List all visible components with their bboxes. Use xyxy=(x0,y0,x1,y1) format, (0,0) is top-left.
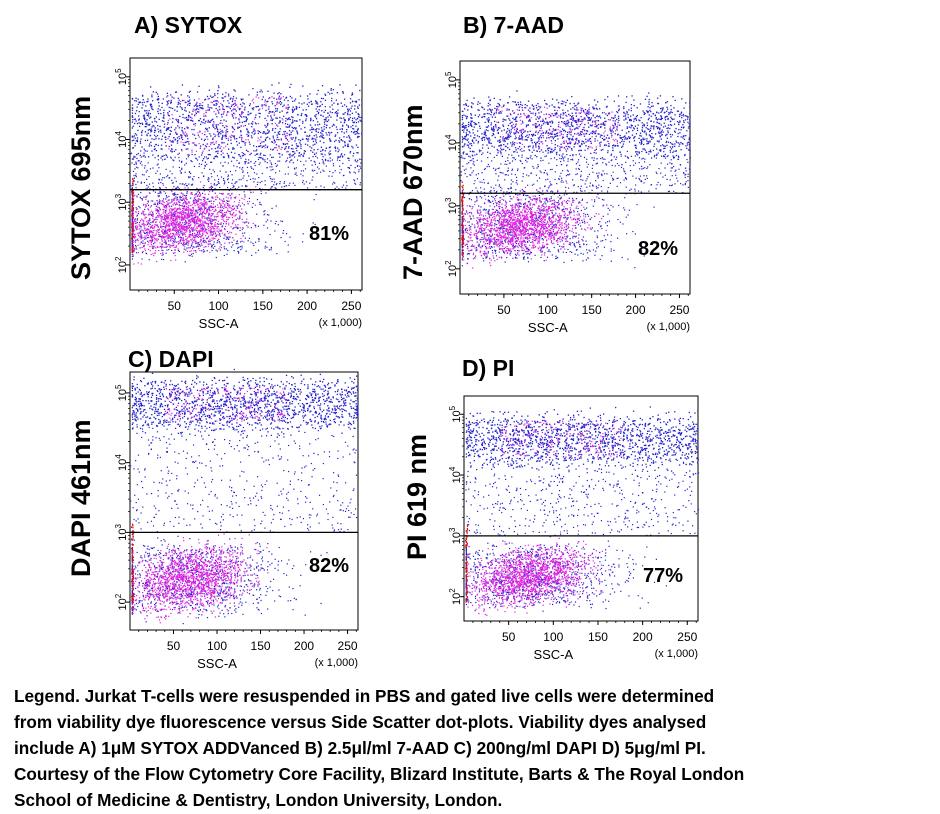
y-tick-label: 103 xyxy=(444,197,459,214)
x-tick-label: 200 xyxy=(294,639,314,653)
y-axis-label-d: PI 619 nm xyxy=(402,433,432,560)
gate-percent-b: 82% xyxy=(638,238,679,260)
x-tick-label: 250 xyxy=(677,630,697,644)
panel-title-a: A) SYTOX xyxy=(134,12,243,38)
y-tick-label: 103 xyxy=(114,193,129,210)
x-tick-label: 50 xyxy=(167,639,181,653)
panel-title-c: C) DAPI xyxy=(128,346,214,372)
x-tick-label: 150 xyxy=(253,299,273,313)
x-tick-label: 100 xyxy=(207,639,227,653)
plot-panel-a: 50 100 150 200 250 SSC-A (x 1,000) 102 103 104 105… xyxy=(0,0,450,350)
plot-panel-d: 50 100 150 200 250 SSC-A (x 1,000) 102 103 104 105… xyxy=(402,355,700,662)
legend-line: from viability dye fluorescence versus S… xyxy=(14,712,707,732)
y-tick-label: 105 xyxy=(114,384,129,401)
x-axis-label: SSC-A xyxy=(533,647,573,662)
y-tick-label: 105 xyxy=(444,71,459,88)
y-tick-label: 105 xyxy=(448,405,463,422)
x-multiplier-label: (x 1,000) xyxy=(315,657,358,669)
y-tick-label: 102 xyxy=(114,593,129,610)
x-axis-label: SSC-A xyxy=(197,656,237,671)
panel-title-d: D) PI xyxy=(462,355,515,381)
x-tick-label: 150 xyxy=(588,630,608,644)
x-tick-label: 200 xyxy=(626,303,646,317)
y-tick-label: 104 xyxy=(448,466,463,483)
legend-line: School of Medicine & Dentistry, London U… xyxy=(14,790,503,810)
x-tick-label: 200 xyxy=(297,299,317,313)
x-tick-label: 100 xyxy=(543,630,563,644)
scatter-plot-d: 50 100 150 200 250 SSC-A (x 1,000) 102 103 104 105 xyxy=(448,395,700,662)
y-tick-label: 105 xyxy=(114,68,129,85)
x-tick-label: 100 xyxy=(538,303,558,317)
y-tick-label: 102 xyxy=(114,256,129,273)
dot-layer xyxy=(465,406,700,616)
legend-line: Legend. Jurkat T-cells were resuspended … xyxy=(14,686,715,706)
x-axis-label: SSC-A xyxy=(199,316,239,331)
gate-percent-a: 81% xyxy=(309,223,350,245)
y-tick-label: 103 xyxy=(114,523,129,540)
x-tick-label: 250 xyxy=(338,639,358,653)
y-tick-label: 104 xyxy=(114,131,129,148)
panel-title-b: B) 7-AAD xyxy=(463,12,564,38)
scatter-plot-a: 50 100 150 200 250 SSC-A (x 1,000) 102 103 104 105 xyxy=(114,57,363,331)
x-tick-label: 150 xyxy=(582,303,602,317)
y-tick-label: 103 xyxy=(448,527,463,544)
y-tick-label: 102 xyxy=(448,588,463,605)
y-tick-label: 104 xyxy=(444,134,459,151)
gate-percent-d: 77% xyxy=(643,565,684,587)
x-tick-label: 150 xyxy=(251,639,271,653)
plot-panel-c: 50 100 150 200 250 SSC-A (x 1,000) 102 103 104 105… xyxy=(0,0,450,680)
x-tick-label: 50 xyxy=(502,630,516,644)
x-tick-label: 250 xyxy=(669,303,689,317)
scatter-plot-b: 50 100 150 200 250 SSC-A (x 1,000) 102 103 104 105 xyxy=(444,60,692,335)
gate-percent-c: 82% xyxy=(309,555,350,577)
x-tick-label: 200 xyxy=(633,630,653,644)
x-tick-label: 50 xyxy=(497,303,511,317)
x-multiplier-label: (x 1,000) xyxy=(655,648,698,660)
y-tick-label: 104 xyxy=(114,454,129,471)
scatter-plot-c: 50 100 150 200 250 SSC-A (x 1,000) 102 103 104 105 xyxy=(114,368,359,671)
dot-layer xyxy=(130,82,363,265)
x-tick-label: 250 xyxy=(341,299,361,313)
x-multiplier-label: (x 1,000) xyxy=(647,321,690,333)
x-tick-label: 100 xyxy=(209,299,229,313)
y-tick-label: 102 xyxy=(444,260,459,277)
legend-line: Courtesy of the Flow Cytometry Core Faci… xyxy=(14,764,745,784)
figure-legend: Legend. Jurkat T-cells were resuspended … xyxy=(14,683,929,813)
x-multiplier-label: (x 1,000) xyxy=(319,317,362,329)
plot-panel-b: 50 100 150 200 250 SSC-A (x 1,000) 102 103 104 105… xyxy=(0,0,940,350)
dot-layer xyxy=(460,90,692,269)
legend-line: include A) 1μM SYTOX ADDVanced B) 2.5μl/… xyxy=(14,738,706,758)
x-axis-label: SSC-A xyxy=(528,320,568,335)
dot-layer xyxy=(130,368,359,625)
plot-frame xyxy=(459,60,691,295)
x-tick-label: 50 xyxy=(168,299,182,313)
